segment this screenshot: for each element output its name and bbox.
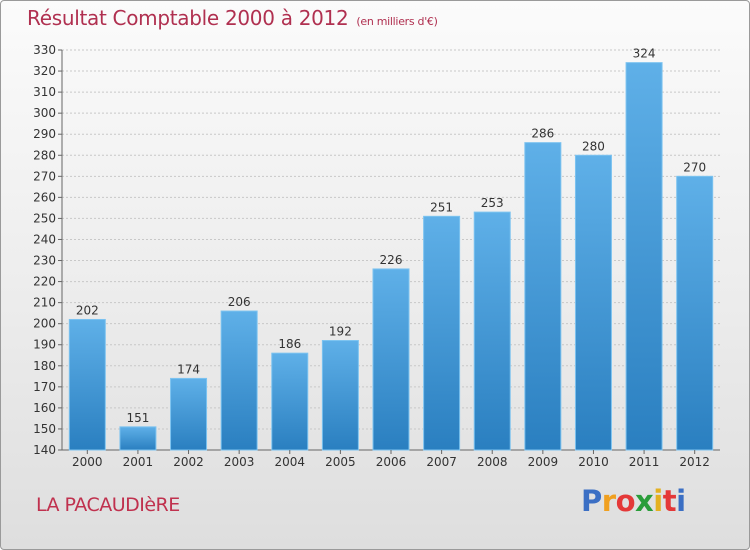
logo-letter: t xyxy=(662,484,677,518)
bar-value-label: 251 xyxy=(430,200,453,214)
bar-value-label: 253 xyxy=(481,196,504,210)
bar-value-label: 192 xyxy=(329,325,352,339)
logo-letter: r xyxy=(601,484,616,518)
y-tick-label: 140 xyxy=(33,443,56,457)
x-tick-label: 2004 xyxy=(274,455,305,469)
bar xyxy=(68,318,106,451)
chart-subtitle: (en milliers d'€) xyxy=(356,15,438,28)
x-tick-label: 2000 xyxy=(72,455,103,469)
y-tick-label: 230 xyxy=(33,254,56,268)
bar xyxy=(524,142,562,451)
logo-letter: o xyxy=(615,484,636,518)
bar-value-label: 186 xyxy=(278,337,301,351)
y-tick-label: 290 xyxy=(33,127,56,141)
bar xyxy=(676,175,714,451)
x-tick-label: 2002 xyxy=(173,455,204,469)
y-tick-label: 330 xyxy=(33,43,56,57)
bar xyxy=(473,211,511,451)
logo-letter: i xyxy=(653,484,663,518)
y-tick-label: 190 xyxy=(33,338,56,352)
bar xyxy=(423,215,461,451)
commune-name: LA PACAUDIèRE xyxy=(36,494,180,516)
x-tick-label: 2009 xyxy=(528,455,559,469)
y-tick-label: 320 xyxy=(33,64,56,78)
y-tick-label: 150 xyxy=(33,422,56,436)
bar xyxy=(170,377,208,451)
bar-value-label: 324 xyxy=(633,47,656,61)
bar-value-label: 174 xyxy=(177,362,200,376)
bar xyxy=(372,268,410,451)
y-tick-label: 180 xyxy=(33,359,56,373)
bar-value-label: 202 xyxy=(76,303,99,317)
bar-value-label: 270 xyxy=(683,160,706,174)
bar-value-label: 151 xyxy=(126,411,149,425)
y-tick-label: 220 xyxy=(33,275,56,289)
y-tick-label: 170 xyxy=(33,380,56,394)
x-tick-label: 2012 xyxy=(679,455,710,469)
x-tick-label: 2011 xyxy=(629,455,660,469)
logo-letter: i xyxy=(676,484,686,518)
y-tick-label: 210 xyxy=(33,296,56,310)
logo-letter: x xyxy=(635,484,654,518)
bar-value-label: 206 xyxy=(228,295,251,309)
y-tick-label: 240 xyxy=(33,232,56,246)
x-tick-label: 2006 xyxy=(376,455,407,469)
x-tick-label: 2005 xyxy=(325,455,356,469)
bar-value-label: 280 xyxy=(582,139,605,153)
proxiti-logo[interactable]: Proxiti xyxy=(581,484,686,518)
x-tick-label: 2007 xyxy=(426,455,457,469)
y-tick-label: 200 xyxy=(33,317,56,331)
y-tick-label: 160 xyxy=(33,401,56,415)
logo-letter: P xyxy=(581,484,602,518)
bar-value-label: 286 xyxy=(531,127,554,141)
x-tick-label: 2010 xyxy=(578,455,609,469)
x-tick-label: 2001 xyxy=(123,455,154,469)
y-tick-label: 300 xyxy=(33,106,56,120)
y-tick-label: 250 xyxy=(33,211,56,225)
bar xyxy=(574,154,612,451)
bar-value-label: 226 xyxy=(380,253,403,267)
chart-title: Résultat Comptable 2000 à 2012 (en millie… xyxy=(27,6,438,30)
bar xyxy=(119,426,157,451)
x-tick-label: 2008 xyxy=(477,455,508,469)
bar xyxy=(625,62,663,451)
bar xyxy=(321,340,359,451)
x-tick-label: 2003 xyxy=(224,455,255,469)
y-tick-label: 270 xyxy=(33,169,56,183)
y-tick-label: 310 xyxy=(33,85,56,99)
y-tick-label: 280 xyxy=(33,148,56,162)
title-text: Résultat Comptable 2000 à 2012 xyxy=(27,6,349,30)
bar xyxy=(220,310,258,451)
y-tick-label: 260 xyxy=(33,190,56,204)
bar xyxy=(271,352,309,451)
